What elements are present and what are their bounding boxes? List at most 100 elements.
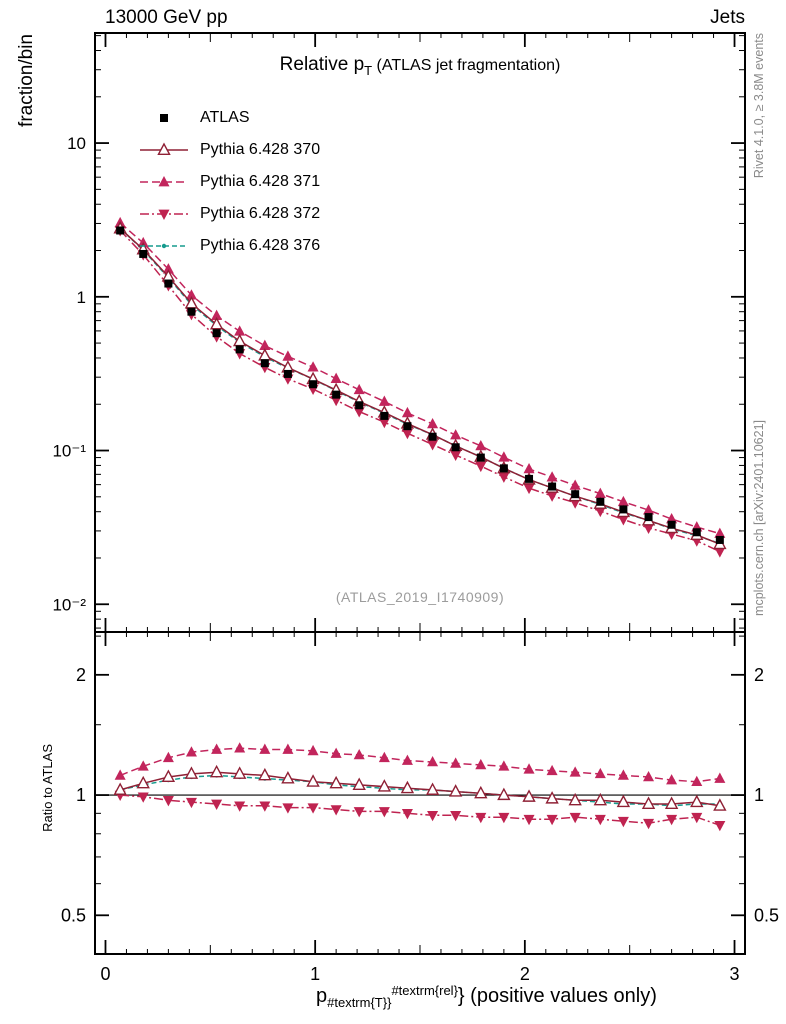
triangle-up-icon (140, 176, 188, 187)
marker-triangle-down (378, 417, 390, 429)
marker-square (571, 490, 580, 499)
series-main-pythia-6-428-370 (113, 221, 727, 550)
marker-triangle-open (690, 794, 704, 808)
marker-triangle-down (137, 792, 149, 803)
marker-triangle-down (594, 506, 606, 518)
beam-energy-label: 13000 GeV pp (105, 7, 228, 28)
marker-square (187, 307, 196, 316)
marker-triangle-up (234, 325, 246, 336)
marker-triangle-open (448, 784, 463, 797)
legend-item: Pythia 6.428 370 (138, 134, 320, 166)
marker-triangle-up (643, 770, 655, 782)
marker-square (332, 390, 341, 399)
marker-triangle-open (258, 348, 272, 361)
legend-item: Pythia 6.428 372 (138, 198, 320, 230)
marker-square (212, 329, 221, 338)
legend-label: Pythia 6.428 376 (200, 237, 321, 254)
marker-triangle-down (158, 209, 170, 220)
marker-triangle-down (714, 547, 726, 558)
marker-triangle-down (475, 812, 487, 824)
marker-triangle-up (401, 406, 413, 418)
marker-triangle-up (378, 751, 390, 763)
ratio-tick-label-left: 2 (76, 665, 86, 685)
mcplots-attribution-note: mcplots.cern.ch [arXiv:2401.10621] (752, 420, 766, 616)
marker-triangle-up (617, 495, 629, 507)
marker-triangle-up (594, 487, 606, 498)
marker-square (525, 474, 534, 483)
marker-triangle-open (306, 774, 320, 787)
series-line (120, 774, 720, 807)
marker-triangle-up (691, 775, 703, 787)
marker-triangle-down (162, 796, 174, 807)
marker-triangle-up (523, 462, 535, 474)
marker-triangle-up (427, 755, 439, 767)
series-main-pythia-6-428-376 (117, 226, 723, 546)
panel-frames (94, 32, 746, 955)
marker-triangle-down (666, 814, 678, 826)
marker-triangle-up (307, 361, 319, 372)
square-icon (160, 114, 168, 122)
marker-triangle-up (162, 751, 174, 763)
marker-square (309, 380, 318, 389)
marker-triangle-up (378, 395, 390, 406)
marker-triangle-down (523, 483, 535, 495)
marker-triangle-up (259, 339, 271, 350)
plot-title-subscript: T (364, 63, 373, 78)
marker-triangle-down (353, 807, 365, 818)
marker-triangle-down (185, 797, 197, 809)
marker-triangle-down (643, 818, 655, 830)
rivet-version-note: Rivet 4.1.0, ≥ 3.8M events (752, 33, 766, 179)
marker-triangle-up (211, 309, 223, 320)
marker-triangle-up (475, 758, 487, 770)
marker-square (451, 443, 460, 452)
marker-square (283, 369, 292, 378)
series-ratio-pythia-6-428-372 (114, 790, 726, 832)
marker-triangle-up (427, 417, 439, 429)
marker-square (116, 226, 125, 235)
marker-triangle-down (282, 803, 294, 814)
triangle-open-icon (140, 142, 188, 156)
series-main-pythia-6-428-372 (114, 226, 726, 558)
marker-square (715, 535, 724, 544)
marker-triangle-down (714, 820, 726, 832)
marker-triangle-down (475, 461, 487, 473)
marker-square (139, 249, 148, 258)
marker-triangle-up (450, 429, 462, 440)
legend-item: Pythia 6.428 371 (138, 166, 320, 198)
marker-triangle-down (546, 814, 558, 826)
marker-triangle-down (307, 803, 319, 814)
marker-triangle-open (474, 785, 488, 799)
marker-triangle-down (617, 816, 629, 828)
marker-triangle-down (330, 805, 342, 816)
legend-label: Pythia 6.428 372 (200, 205, 321, 222)
series-main-pythia-6-428-371 (114, 216, 726, 538)
marker-triangle-open (281, 771, 295, 784)
marker-square (260, 359, 269, 368)
marker-square (692, 528, 701, 537)
marker-triangle-up (546, 764, 558, 776)
marker-triangle-down (546, 491, 558, 502)
marker-triangle-up (234, 742, 246, 753)
marker-triangle-up (714, 772, 726, 783)
marker-triangle-up (546, 471, 558, 482)
x-tick-label: 1 (310, 964, 320, 984)
marker-triangle-up (714, 527, 726, 538)
marker-triangle-down (594, 814, 606, 826)
marker-triangle-down (523, 814, 535, 826)
ratio-tick-label-left: 0.5 (61, 905, 86, 925)
marker-triangle-open (522, 789, 536, 802)
marker-triangle-up (282, 743, 294, 754)
marker-triangle-up (307, 744, 319, 756)
series-line (119, 227, 721, 545)
marker-triangle-down (234, 801, 246, 812)
marker-square (596, 497, 605, 506)
marker-square (548, 482, 557, 491)
marker-square (667, 520, 676, 529)
marker-triangle-up (475, 439, 487, 451)
plot-title-suffix: (ATLAS jet fragmentation) (372, 57, 561, 74)
marker-triangle-down (401, 809, 413, 820)
marker-triangle-up (569, 479, 581, 490)
marker-triangle-open (113, 782, 127, 795)
marker-square (355, 401, 364, 410)
marker-triangle-open (232, 766, 247, 779)
